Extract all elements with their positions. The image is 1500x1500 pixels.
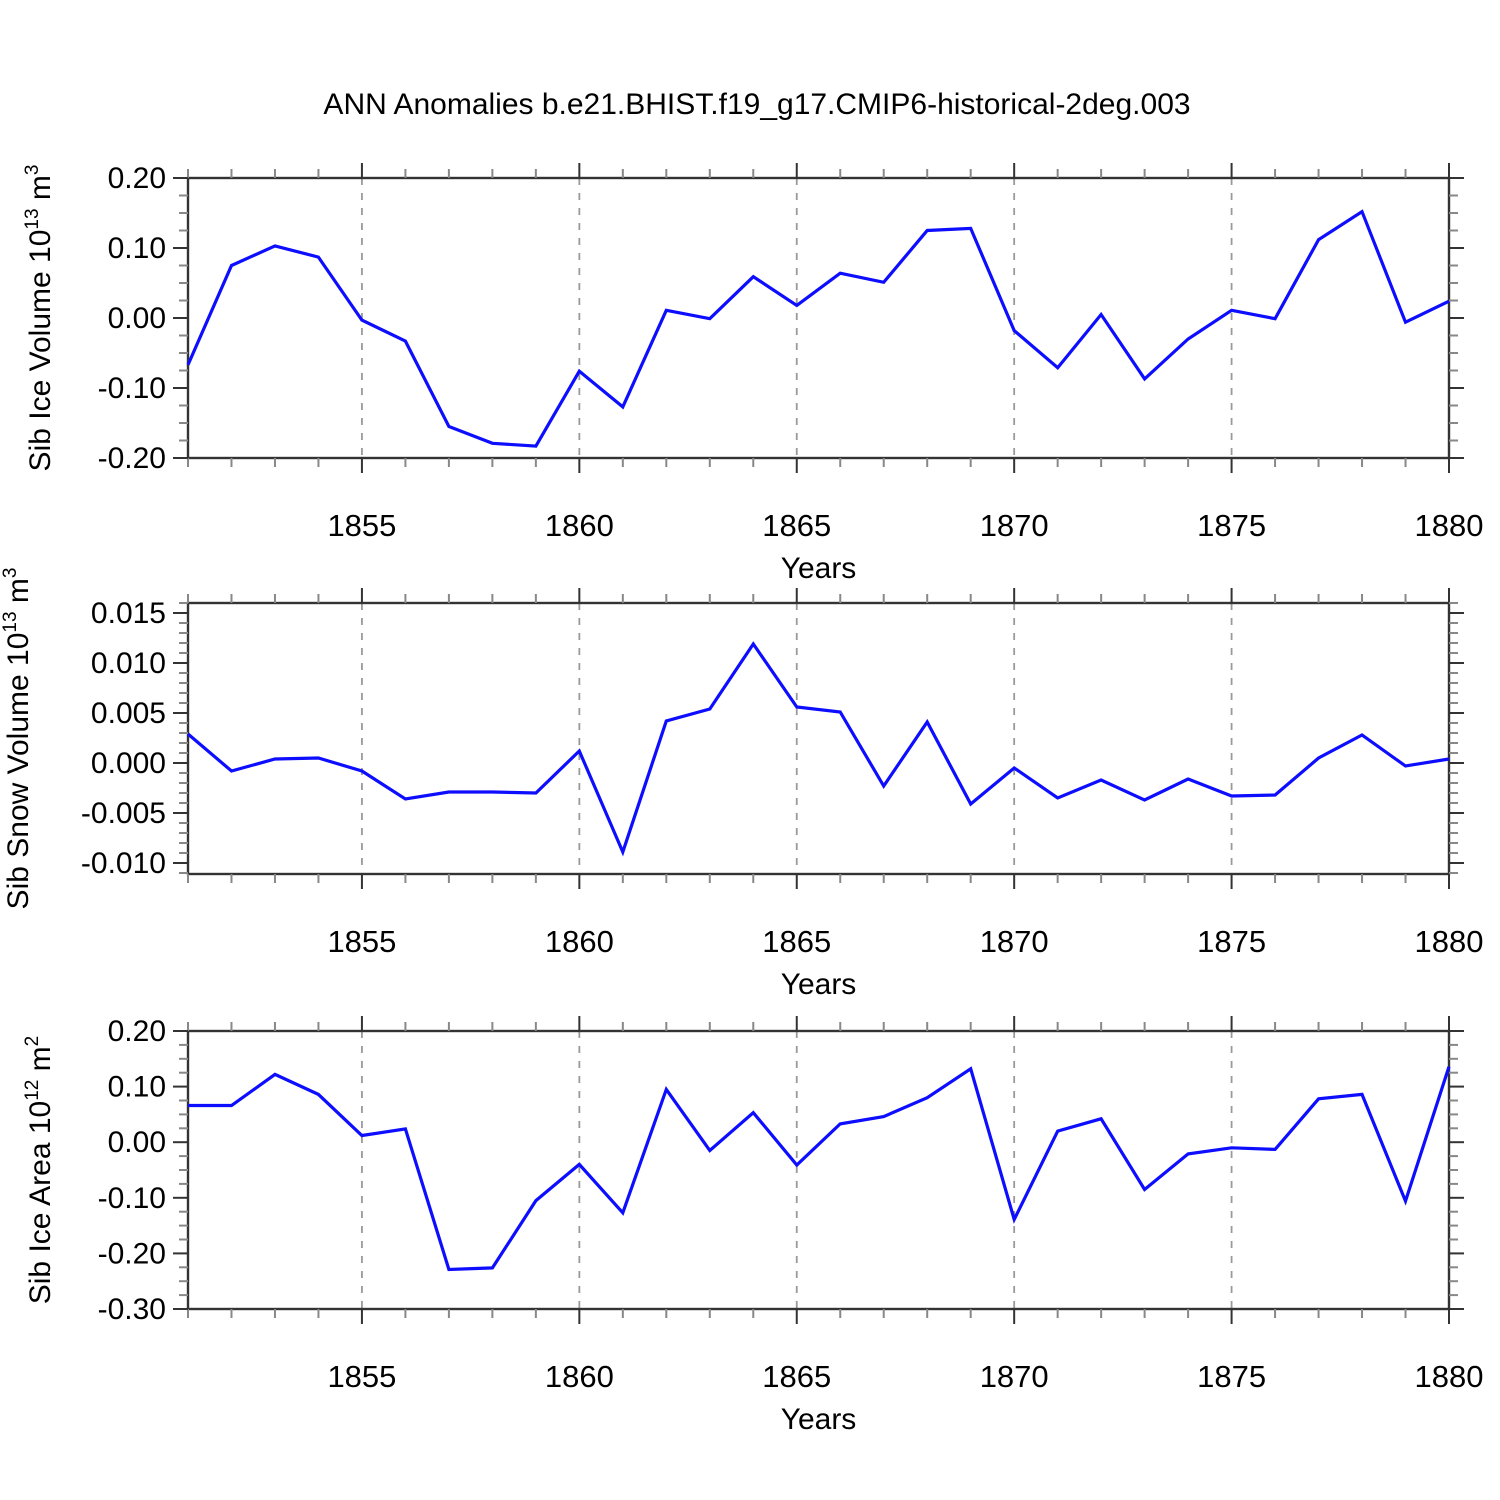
x-tick-label: 1865 <box>762 924 831 959</box>
chart-title: ANN Anomalies b.e21.BHIST.f19_g17.CMIP6-… <box>323 88 1191 121</box>
y-tick-label: -0.10 <box>98 1182 166 1215</box>
y-tick-label: -0.20 <box>98 1237 166 1270</box>
x-tick-label: 1865 <box>762 1359 831 1394</box>
panel-sib-ice-volume: 0.20 0.10 0.00 -0.10 -0.20 1855 1860 1865 1870 18… <box>22 162 1483 585</box>
x-tick-label: 1875 <box>1197 508 1266 543</box>
panel-sib-snow-volume: 0.015 0.010 0.005 0.000 -0.005 -0.010 1855 1860… <box>0 568 1483 1001</box>
plot-frame <box>186 176 1451 460</box>
y-tick-label: -0.10 <box>98 372 166 405</box>
y-tick-label: -0.30 <box>98 1293 166 1326</box>
panel-sib-ice-area: 0.20 0.10 0.00 -0.10 -0.20 -0.30 1855 1860 1865 1… <box>22 1015 1483 1436</box>
y-tick-label: 0.010 <box>91 647 166 680</box>
series-line <box>186 209 1450 448</box>
x-tick-label: 1870 <box>980 1359 1049 1394</box>
x-tick-label: 1880 <box>1415 1359 1484 1394</box>
y-tick-label: 0.000 <box>91 747 166 780</box>
x-tick-label: 1875 <box>1197 924 1266 959</box>
y-tick-label: 0.005 <box>91 697 166 730</box>
x-tick-label: 1870 <box>980 924 1049 959</box>
x-tick-label: 1855 <box>327 924 396 959</box>
y-tick-label: 0.015 <box>91 597 166 630</box>
plot-frame <box>186 601 1451 876</box>
x-tick-label: 1860 <box>545 508 614 543</box>
y-tick-label: 0.00 <box>108 302 166 335</box>
y-tick-label: -0.20 <box>98 442 166 475</box>
x-tick-label: 1855 <box>327 508 396 543</box>
y-tick-label: 0.10 <box>108 1071 166 1104</box>
x-tick-label: 1880 <box>1415 924 1484 959</box>
x-axis-label: Years <box>781 552 857 585</box>
x-tick-label: 1860 <box>545 1359 614 1394</box>
y-axis-label: Sib Ice Area 1012 m2 <box>22 1036 57 1305</box>
series-line <box>188 1066 1451 1272</box>
y-tick-label: -0.010 <box>81 847 166 880</box>
plot-frame <box>186 1029 1451 1311</box>
y-tick-label: -0.005 <box>81 797 166 830</box>
x-axis-label: Years <box>781 1403 857 1436</box>
x-tick-label: 1875 <box>1197 1359 1266 1394</box>
x-tick-label: 1860 <box>545 924 614 959</box>
y-tick-label: 0.20 <box>108 162 166 195</box>
x-tick-label: 1880 <box>1415 508 1484 543</box>
series-line <box>186 641 1450 857</box>
x-tick-label: 1870 <box>980 508 1049 543</box>
y-axis-label: Sib Snow Volume 1013 m3 <box>0 568 35 910</box>
x-axis-label: Years <box>781 968 857 1001</box>
y-axis-label: Sib Ice Volume 1013 m3 <box>22 165 57 472</box>
x-tick-label: 1865 <box>762 508 831 543</box>
x-tick-label: 1855 <box>327 1359 396 1394</box>
y-tick-label: 0.00 <box>108 1126 166 1159</box>
y-tick-label: 0.10 <box>108 232 166 265</box>
y-tick-label: 0.20 <box>108 1015 166 1048</box>
